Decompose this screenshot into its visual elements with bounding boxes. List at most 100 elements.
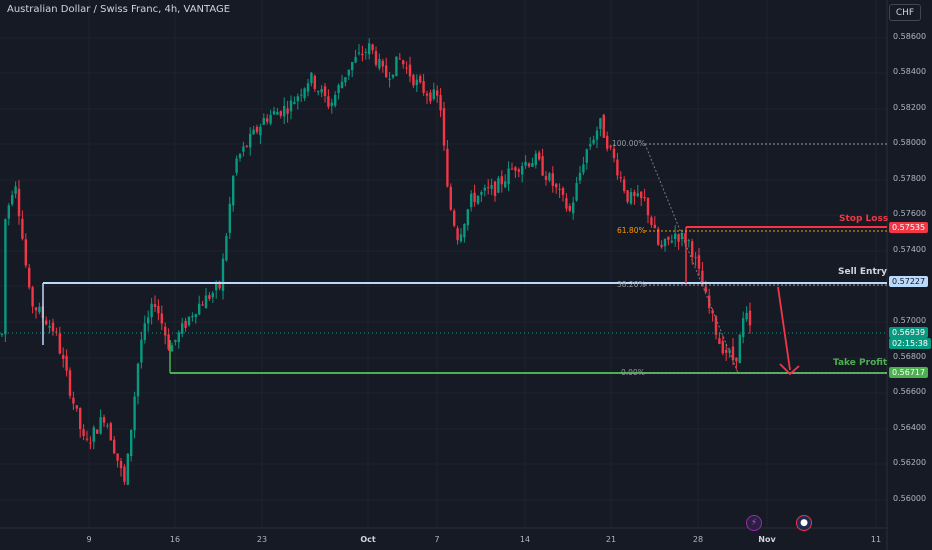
- candle-body: [385, 65, 388, 78]
- lightning-icon[interactable]: ⚡: [746, 515, 762, 531]
- candle-body: [381, 60, 384, 67]
- candle-body: [62, 355, 65, 359]
- candle-body: [82, 429, 85, 437]
- candle-body: [31, 287, 34, 307]
- candle-body: [531, 163, 534, 168]
- currency-button[interactable]: CHF: [889, 4, 921, 21]
- date-tick-label: 11: [870, 535, 882, 544]
- sell-entry-price-badge: 0.57227: [889, 276, 929, 287]
- fib-trend-line: [644, 143, 739, 374]
- candle-body: [174, 339, 177, 343]
- candle-body: [130, 429, 133, 457]
- chart-title: Australian Dollar / Swiss Franc, 4h, VAN…: [7, 4, 231, 15]
- candle-body: [79, 408, 82, 430]
- candle-body: [160, 313, 163, 324]
- fib-label-0: 0.00%: [621, 368, 645, 377]
- candle-body: [313, 75, 316, 89]
- candle-body: [735, 357, 738, 362]
- date-tick-label: Oct: [360, 535, 376, 544]
- candle-body: [215, 283, 218, 291]
- candle-body: [616, 159, 619, 176]
- candle-body: [599, 118, 602, 129]
- candle-body: [500, 176, 503, 185]
- candle-body: [323, 86, 327, 96]
- candle-body: [218, 281, 221, 289]
- price-tick-label: 0.57000: [893, 316, 927, 325]
- candle-body: [102, 417, 106, 423]
- candle-body: [354, 56, 357, 63]
- candle-body: [419, 76, 422, 83]
- candle-body: [24, 239, 27, 266]
- candle-body: [119, 461, 123, 469]
- candle-body: [303, 88, 306, 99]
- candle-body: [289, 100, 293, 112]
- candle-body: [442, 108, 446, 146]
- candle-body: [646, 198, 650, 216]
- candle-body: [575, 182, 578, 201]
- candle-body: [721, 341, 724, 354]
- candle-body: [697, 255, 701, 269]
- candle-body: [106, 425, 109, 427]
- candle-body: [470, 193, 473, 208]
- candle-body: [510, 168, 514, 170]
- candle-body: [561, 188, 565, 195]
- candle-body: [466, 209, 469, 226]
- candle-body: [89, 442, 92, 444]
- price-tick-label: 0.56400: [893, 423, 927, 432]
- candle-body: [55, 331, 58, 333]
- candle-body: [667, 236, 670, 240]
- candle-body: [636, 193, 639, 197]
- candle-body: [725, 349, 728, 353]
- candle-body: [595, 130, 599, 140]
- candle-body: [623, 179, 626, 192]
- candle-body: [640, 191, 643, 199]
- candle-body: [143, 323, 146, 340]
- candle-body: [629, 192, 633, 204]
- candle-body: [283, 105, 286, 117]
- take-profit-price-badge: 0.56717: [889, 367, 929, 378]
- candle-body: [459, 234, 463, 242]
- candle-body: [126, 453, 129, 485]
- candle-body: [572, 202, 575, 214]
- candle-body: [677, 234, 680, 242]
- candle-body: [378, 59, 381, 69]
- candle-body: [300, 94, 303, 96]
- flag-icon[interactable]: ●: [796, 515, 812, 531]
- candle-body: [208, 295, 211, 299]
- candle-body: [657, 228, 660, 245]
- date-tick-label: 23: [256, 535, 268, 544]
- candle-body: [306, 83, 310, 92]
- candle-body: [198, 303, 201, 315]
- candle-body: [259, 126, 262, 136]
- candle-body: [0, 333, 4, 335]
- candle-body: [249, 133, 252, 148]
- projection-arrow-shaft: [777, 286, 791, 371]
- candle-body: [718, 338, 721, 344]
- candle-body: [738, 334, 741, 364]
- candle-body: [405, 67, 408, 69]
- price-tick-label: 0.58000: [893, 138, 927, 147]
- candle-body: [449, 186, 452, 210]
- candle-body: [21, 218, 24, 239]
- candle-body: [147, 317, 150, 324]
- candle-body: [555, 183, 558, 188]
- candle-body: [517, 169, 520, 172]
- candle-body: [714, 316, 718, 335]
- price-tick-label: 0.56600: [893, 387, 927, 396]
- candle-body: [633, 192, 636, 197]
- candle-body: [493, 181, 497, 197]
- candle-body: [14, 186, 17, 194]
- candle-body: [113, 439, 116, 454]
- candle-body: [279, 111, 282, 116]
- candle-body: [694, 257, 697, 259]
- candle-body: [344, 77, 347, 83]
- fib-label-100: 100.00%: [612, 139, 646, 148]
- candle-body: [85, 438, 89, 440]
- price-tick-label: 0.57800: [893, 174, 927, 183]
- date-tick-label: 16: [169, 535, 181, 544]
- price-tick-label: 0.58400: [893, 67, 927, 76]
- candle-body: [371, 44, 374, 51]
- candle-body: [184, 320, 187, 329]
- candle-body: [551, 173, 554, 186]
